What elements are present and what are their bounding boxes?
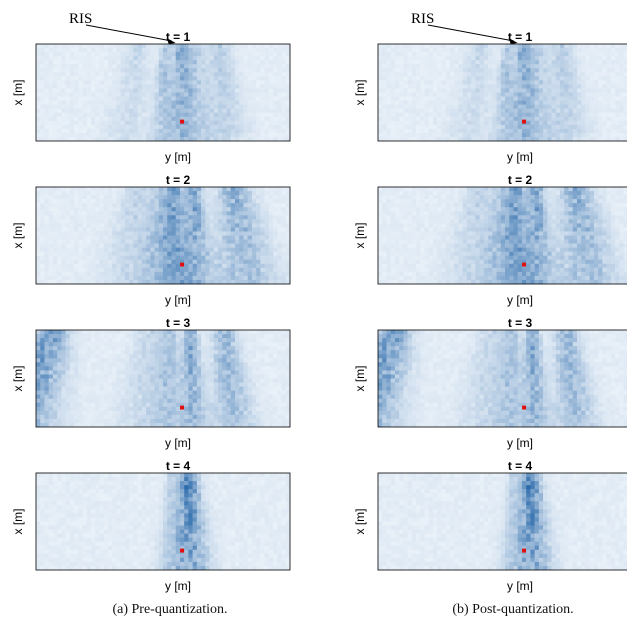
y-axis-label: x [m]	[353, 366, 367, 392]
user-marker	[180, 548, 185, 553]
panel-frame	[377, 186, 627, 285]
x-axis-label: y [m]	[165, 293, 191, 307]
panel-title: t = 1	[508, 30, 533, 44]
y-axis-label: x [m]	[11, 223, 25, 249]
user-marker	[522, 405, 527, 410]
panel-pre-t4: t = 4 y [m] x [m]	[11, 459, 291, 593]
y-axis-label: x [m]	[353, 80, 367, 106]
panel-post-t2: t = 2 y [m] x [m]	[353, 173, 627, 307]
y-axis-label: x [m]	[11, 80, 25, 106]
heatmap-cells	[378, 473, 627, 571]
user-marker	[180, 405, 185, 410]
panel-pre-t2: t = 2 y [m] x [m]	[11, 173, 291, 307]
panel-frame	[377, 329, 627, 428]
ris-arrow-head	[508, 38, 518, 44]
panel-title: t = 4	[166, 459, 191, 473]
x-axis-label: y [m]	[507, 579, 533, 593]
panel-frame	[35, 186, 291, 285]
panel-frame	[377, 43, 627, 142]
caption-pre-quantization: (a) Pre-quantization.	[112, 602, 228, 617]
x-axis-label: y [m]	[165, 579, 191, 593]
panel-title: t = 4	[508, 459, 533, 473]
heatmap-cells	[378, 187, 627, 285]
user-marker	[522, 119, 527, 124]
y-axis-label: x [m]	[11, 366, 25, 392]
heatmap-cells	[36, 330, 291, 428]
x-axis-label: y [m]	[507, 150, 533, 164]
x-axis-label: y [m]	[507, 293, 533, 307]
panel-pre-t3: t = 3 y [m] x [m]	[11, 316, 291, 450]
panel-post-t3: t = 3 y [m] x [m]	[353, 316, 627, 450]
figure: t = 1 y [m] x [m] RIS t = 2 y [m] x [m] t = 3 y …	[11, 11, 627, 593]
panel-title: t = 2	[166, 173, 191, 187]
x-axis-label: y [m]	[165, 150, 191, 164]
y-axis-label: x [m]	[353, 223, 367, 249]
heatmap-cells	[378, 330, 627, 428]
panel-title: t = 2	[508, 173, 533, 187]
user-marker	[522, 548, 527, 553]
ris-arrow-line	[427, 24, 514, 42]
ris-arrow-head	[166, 38, 176, 44]
user-marker	[180, 262, 185, 267]
panel-post-t1: t = 1 y [m] x [m] RIS	[353, 11, 627, 164]
user-marker	[522, 262, 527, 267]
heatmap-cells	[36, 473, 291, 571]
panel-frame	[377, 472, 627, 571]
panel-frame	[35, 329, 291, 428]
y-axis-label: x [m]	[353, 509, 367, 535]
panel-title: t = 3	[508, 316, 533, 330]
y-axis-label: x [m]	[11, 509, 25, 535]
panel-title: t = 3	[166, 316, 191, 330]
user-marker	[180, 119, 185, 124]
x-axis-label: y [m]	[165, 436, 191, 450]
panel-title: t = 1	[166, 30, 191, 44]
caption-post-quantization: (b) Post-quantization.	[452, 602, 574, 617]
x-axis-label: y [m]	[507, 436, 533, 450]
panel-post-t4: t = 4 y [m] x [m]	[353, 459, 627, 593]
panel-pre-t1: t = 1 y [m] x [m] RIS	[11, 11, 291, 164]
panel-frame	[35, 472, 291, 571]
ris-label: RIS	[69, 11, 92, 27]
panel-frame	[35, 43, 291, 142]
heatmap-cells	[378, 44, 627, 142]
ris-label: RIS	[411, 11, 434, 27]
ris-arrow-line	[85, 24, 172, 42]
heatmap-cells	[36, 187, 291, 285]
heatmap-cells	[36, 44, 291, 142]
